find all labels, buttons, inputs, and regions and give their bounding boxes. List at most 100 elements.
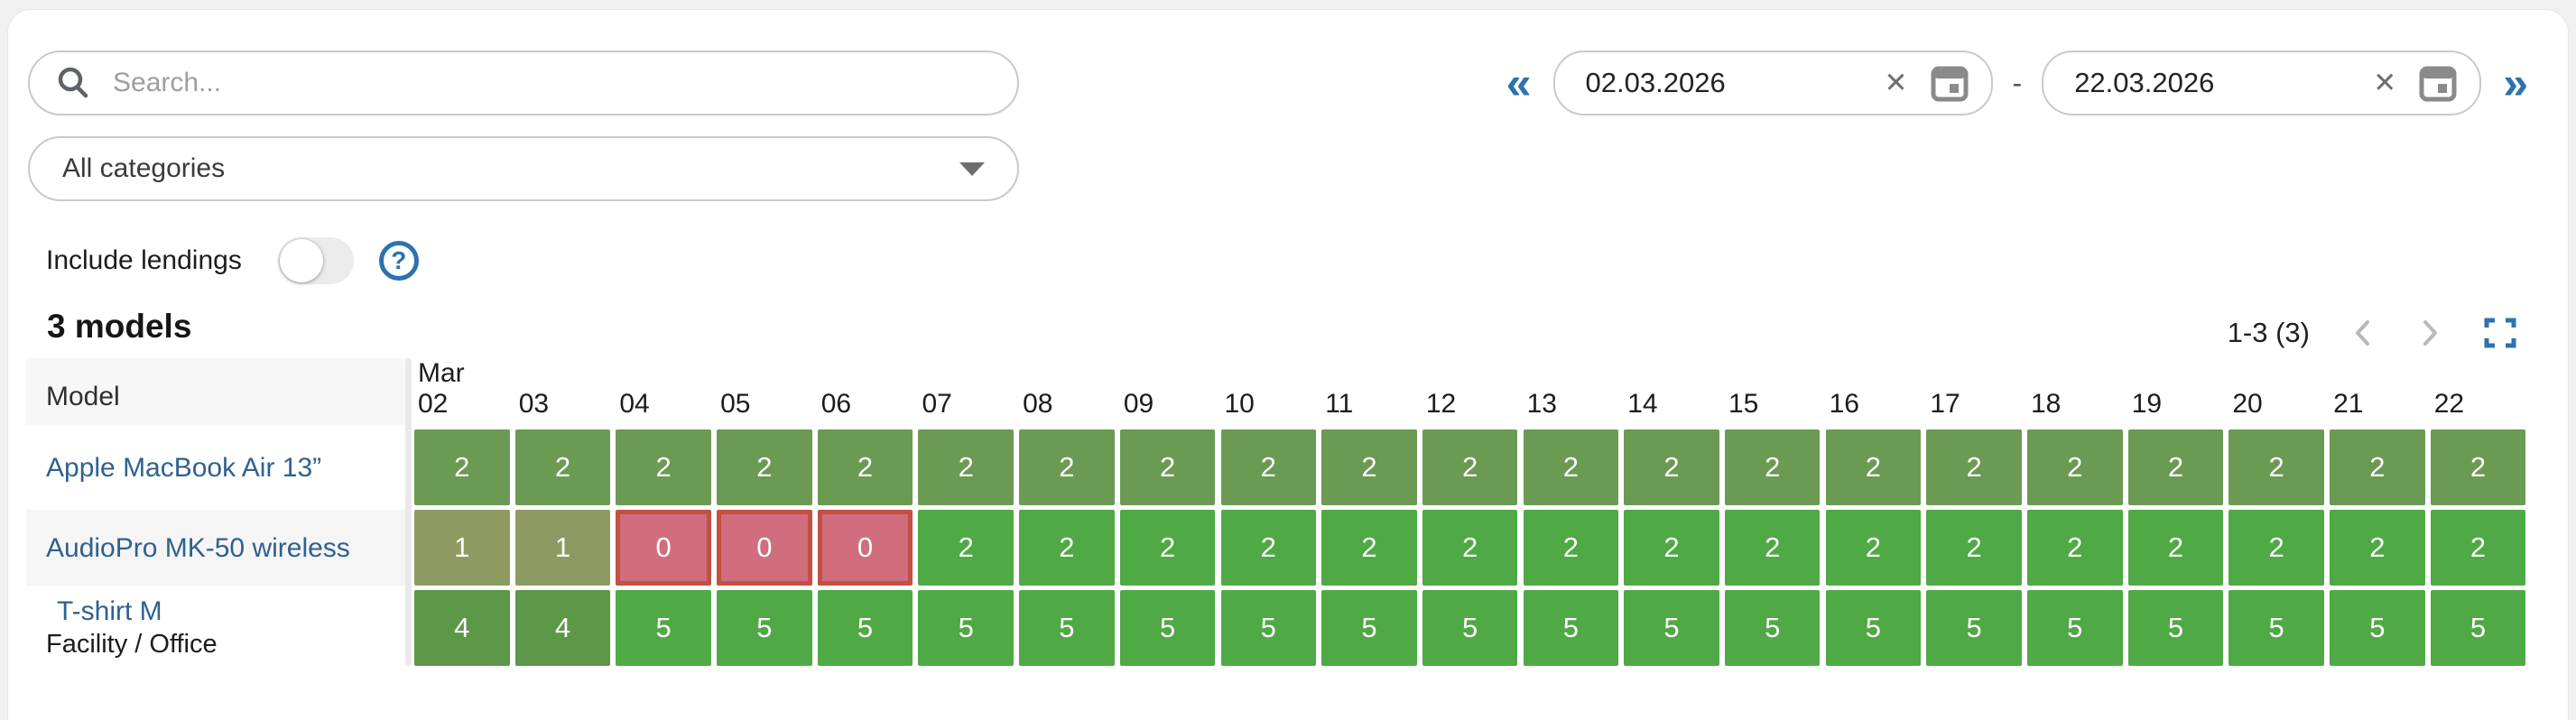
availability-cell-12[interactable]: 5	[1422, 590, 1518, 666]
next-page-button[interactable]	[2416, 317, 2443, 349]
availability-cell-09[interactable]: 2	[1119, 429, 1216, 505]
availability-cell-13[interactable]: 2	[1523, 510, 1619, 586]
shift-range-forward-button[interactable]: »	[2503, 58, 2528, 108]
availability-cell-20[interactable]: 2	[2229, 429, 2324, 505]
category-select[interactable]: All categories	[28, 136, 1019, 201]
model-column-header: Model	[26, 358, 405, 425]
availability-cell-15[interactable]: 5	[1724, 590, 1821, 666]
availability-cell-05[interactable]: 5	[717, 590, 812, 666]
model-row-label: T-shirt M Facility / Office	[26, 590, 405, 666]
day-number: 20	[2232, 389, 2263, 419]
availability-cell-02[interactable]: 2	[414, 429, 510, 505]
availability-cell-03[interactable]: 4	[514, 590, 611, 666]
availability-cell-14[interactable]: 2	[1624, 510, 1719, 586]
availability-cell-17[interactable]: 2	[1926, 510, 2022, 586]
column-divider-scrollbar[interactable]	[405, 358, 412, 666]
help-icon[interactable]: ?	[378, 241, 419, 281]
availability-cell-13[interactable]: 2	[1523, 429, 1619, 505]
availability-cell-04[interactable]: 5	[616, 590, 711, 666]
calendar-icon[interactable]	[1930, 62, 1969, 104]
availability-cell-05[interactable]: 2	[717, 429, 812, 505]
shift-range-back-button[interactable]: «	[1506, 58, 1532, 108]
availability-cell-20[interactable]: 5	[2229, 590, 2324, 666]
availability-cell-18[interactable]: 5	[2027, 590, 2123, 666]
availability-cell-02[interactable]: 4	[414, 590, 510, 666]
start-date-input[interactable]	[1583, 66, 1885, 100]
availability-cell-08[interactable]: 2	[1019, 510, 1115, 586]
availability-cell-11[interactable]: 5	[1321, 590, 1417, 666]
fullscreen-button[interactable]	[2483, 318, 2517, 348]
availability-cell-04[interactable]: 0	[616, 510, 711, 586]
availability-cell-17[interactable]: 2	[1926, 429, 2022, 505]
availability-cell-05[interactable]: 0	[717, 510, 812, 586]
availability-cell-03[interactable]: 2	[514, 429, 611, 505]
availability-cell-22[interactable]: 2	[2430, 510, 2526, 586]
availability-cell-12[interactable]: 2	[1422, 510, 1518, 586]
search-box[interactable]	[28, 51, 1019, 115]
day-header-09: 09	[1120, 358, 1216, 427]
availability-cell-13[interactable]: 5	[1523, 590, 1619, 666]
day-number: 16	[1829, 389, 1859, 419]
category-select-value: All categories	[62, 153, 226, 183]
day-number: 12	[1425, 389, 1457, 419]
month-label: Mar	[418, 358, 465, 388]
availability-cell-03[interactable]: 1	[514, 510, 611, 586]
clear-start-date-icon[interactable]: ✕	[1884, 67, 1908, 98]
availability-cell-17[interactable]: 5	[1926, 590, 2022, 666]
availability-cell-09[interactable]: 2	[1119, 510, 1216, 586]
availability-cell-11[interactable]: 2	[1321, 510, 1417, 586]
availability-cell-21[interactable]: 2	[2330, 429, 2425, 505]
availability-cell-19[interactable]: 5	[2127, 590, 2224, 666]
availability-cell-06[interactable]: 2	[817, 429, 913, 505]
day-header-16: 16	[1826, 358, 1922, 427]
availability-cell-10[interactable]: 2	[1220, 429, 1316, 505]
availability-cell-12[interactable]: 2	[1422, 429, 1518, 505]
end-date-box[interactable]: ✕	[2042, 51, 2482, 115]
availability-cell-16[interactable]: 2	[1825, 429, 1922, 505]
pagination: 1-3 (3)	[2228, 313, 2517, 353]
availability-cell-02[interactable]: 1	[414, 510, 510, 586]
prev-page-button[interactable]	[2349, 317, 2377, 349]
availability-cell-14[interactable]: 2	[1624, 429, 1719, 505]
day-number: 11	[1325, 389, 1354, 419]
day-header-15: 15	[1725, 358, 1821, 427]
calendar-icon[interactable]	[2418, 62, 2458, 104]
availability-cell-08[interactable]: 2	[1019, 429, 1115, 505]
availability-cell-06[interactable]: 0	[817, 510, 913, 586]
availability-cell-21[interactable]: 2	[2330, 510, 2425, 586]
model-name-link[interactable]: Apple MacBook Air 13”	[46, 452, 322, 483]
availability-cell-21[interactable]: 5	[2330, 590, 2425, 666]
search-input[interactable]	[111, 67, 990, 99]
availability-cell-15[interactable]: 2	[1724, 429, 1821, 505]
model-name-link[interactable]: AudioPro MK-50 wireless	[46, 532, 350, 563]
availability-cell-07[interactable]: 2	[918, 429, 1014, 505]
availability-cell-10[interactable]: 5	[1220, 590, 1316, 666]
day-number: 22	[2433, 389, 2465, 419]
end-date-input[interactable]	[2072, 66, 2374, 100]
availability-cell-18[interactable]: 2	[2027, 429, 2123, 505]
availability-cell-22[interactable]: 5	[2430, 590, 2526, 666]
availability-cell-11[interactable]: 2	[1321, 429, 1417, 505]
availability-cell-19[interactable]: 2	[2127, 429, 2224, 505]
include-lendings-toggle[interactable]	[277, 237, 354, 284]
availability-cell-10[interactable]: 2	[1220, 510, 1316, 586]
availability-cell-04[interactable]: 2	[616, 429, 711, 505]
availability-cell-16[interactable]: 5	[1825, 590, 1922, 666]
availability-cell-18[interactable]: 2	[2027, 510, 2123, 586]
availability-cell-16[interactable]: 2	[1825, 510, 1922, 586]
day-number: 17	[1930, 389, 1960, 419]
availability-cell-07[interactable]: 5	[918, 590, 1014, 666]
availability-cell-07[interactable]: 2	[918, 510, 1014, 586]
availability-cell-19[interactable]: 2	[2127, 510, 2224, 586]
availability-cell-08[interactable]: 5	[1019, 590, 1115, 666]
start-date-box[interactable]: ✕	[1552, 51, 1993, 115]
availability-cell-14[interactable]: 5	[1624, 590, 1719, 666]
availability-cell-15[interactable]: 2	[1724, 510, 1821, 586]
availability-cell-09[interactable]: 5	[1119, 590, 1216, 666]
clear-end-date-icon[interactable]: ✕	[2373, 67, 2397, 98]
availability-cell-20[interactable]: 2	[2229, 510, 2324, 586]
availability-cell-06[interactable]: 5	[817, 590, 913, 666]
availability-cell-22[interactable]: 2	[2430, 429, 2526, 505]
model-name-link[interactable]: T-shirt M	[57, 596, 162, 626]
